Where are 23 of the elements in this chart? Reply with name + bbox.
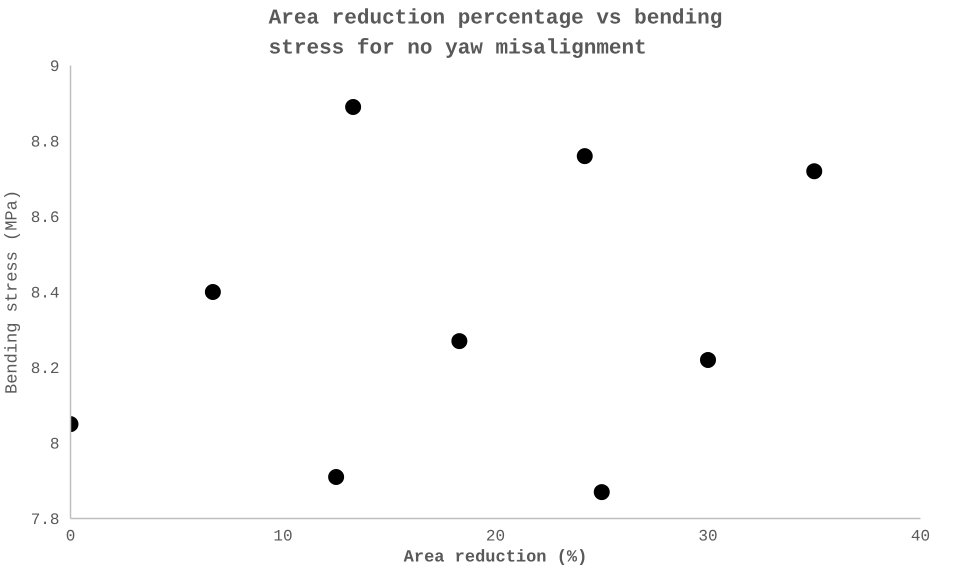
point	[594, 484, 610, 500]
y-tick-label: 7.8	[30, 511, 60, 529]
point	[451, 333, 468, 350]
point	[328, 468, 344, 485]
y-tick-label: 8.6	[30, 209, 60, 227]
y-tick-label: 8.8	[30, 134, 60, 152]
chart-title: Area reduction percentage vs bending stress for no yaw misalignment	[268, 8, 722, 60]
point	[576, 148, 593, 164]
x-tick-label: 40	[910, 528, 930, 546]
y-tick-label: 8.4	[30, 284, 60, 302]
y-tick-label: 8	[50, 436, 60, 454]
y-tick-label: 8.2	[30, 360, 60, 378]
x-tick-label: 0	[66, 528, 76, 546]
x-tick-label: 20	[486, 528, 506, 546]
point	[204, 284, 221, 300]
x-axis-title: Area reduction (%)	[404, 548, 588, 568]
point	[345, 99, 362, 116]
y-axis-title: Bending stress (MPa)	[4, 190, 23, 394]
x-tick-label: 10	[273, 528, 293, 546]
x-tick-label: 30	[698, 528, 718, 546]
y-tick-label: 9	[50, 58, 60, 76]
point	[700, 352, 716, 368]
point	[806, 163, 822, 180]
